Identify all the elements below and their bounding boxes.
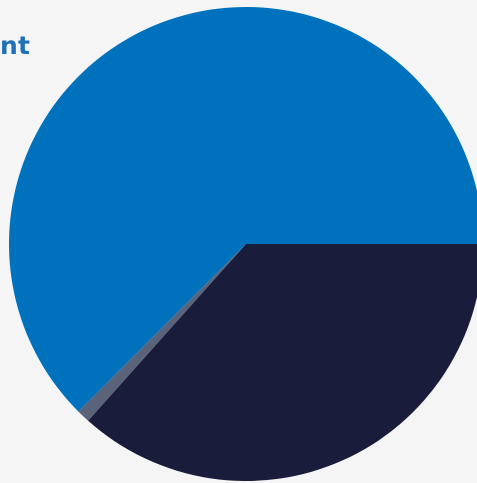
- pie-slice-1: [9, 7, 477, 412]
- chart-title-fragment: nt: [0, 31, 31, 60]
- pie-slice-3: [88, 244, 477, 481]
- pie-slice-2: [78, 244, 246, 421]
- pie-slices: [9, 7, 477, 481]
